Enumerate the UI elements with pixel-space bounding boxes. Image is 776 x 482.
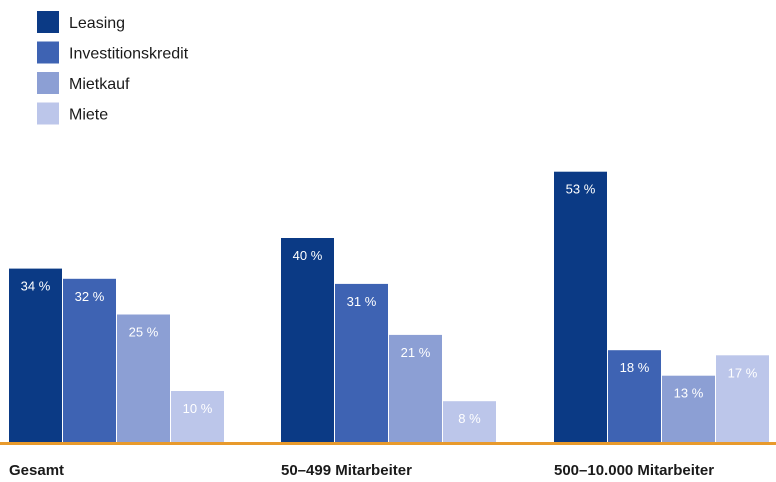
legend-swatch-miete [37,102,59,125]
legend-swatch-investitionskredit [37,41,59,64]
bar-50-499-mitarbeiter-leasing [281,238,334,442]
legend-label-leasing: Leasing [69,15,125,32]
bar-50-499-mitarbeiter-investitionskredit [335,283,388,442]
bar-gesamt-mietkauf [117,314,170,442]
legend-label-investitionskredit: Investitionskredit [69,46,189,63]
bar-500-10-000-mitarbeiter-mietkauf [662,375,715,442]
bar-gesamt-leasing [9,268,62,442]
data-label-500-10-000-mitarbeiter-leasing: 53 % [566,182,596,197]
data-label-500-10-000-mitarbeiter-miete: 17 % [728,365,758,380]
category-label-50-499-mitarbeiter: 50–499 Mitarbeiter [281,462,412,479]
chart-bars: 34 % 32 % 25 % 10 % 40 % 31 % 21 % 8 % 53 % 18 % 1… [9,171,769,442]
data-label-500-10-000-mitarbeiter-investitionskredit: 18 % [620,360,650,375]
data-label-500-10-000-mitarbeiter-mietkauf: 13 % [674,386,704,401]
legend-swatch-mietkauf [37,72,59,94]
bar-gesamt-investitionskredit [63,278,116,442]
legend-swatch-leasing [37,11,59,33]
data-label-gesamt-miete: 10 % [183,401,213,416]
bar-50-499-mitarbeiter-miete [443,401,496,442]
legend-label-miete: Miete [69,107,108,124]
chart-legend: Leasing Investitionskredit Mietkauf Miete [37,11,189,125]
category-label-500-10-000-mitarbeiter: 500–10.000 Mitarbeiter [554,462,714,479]
data-label-50-499-mitarbeiter-leasing: 40 % [293,248,323,263]
bar-500-10-000-mitarbeiter-miete [716,355,769,442]
data-label-gesamt-mietkauf: 25 % [129,325,159,340]
legend-label-mietkauf: Mietkauf [69,76,130,93]
x-axis-labels: Gesamt 50–499 Mitarbeiter 500–10.000 Mitar… [9,462,714,479]
data-label-gesamt-leasing: 34 % [21,279,51,294]
data-label-50-499-mitarbeiter-mietkauf: 21 % [401,345,431,360]
data-label-gesamt-investitionskredit: 32 % [75,289,105,304]
data-label-50-499-mitarbeiter-miete: 8 % [458,411,481,426]
category-label-gesamt: Gesamt [9,462,64,479]
bar-50-499-mitarbeiter-mietkauf [389,334,442,442]
data-label-50-499-mitarbeiter-investitionskredit: 31 % [347,294,377,309]
bar-gesamt-miete [171,391,224,442]
bar-500-10-000-mitarbeiter-investitionskredit [608,350,661,442]
bar-500-10-000-mitarbeiter-leasing [554,171,607,442]
